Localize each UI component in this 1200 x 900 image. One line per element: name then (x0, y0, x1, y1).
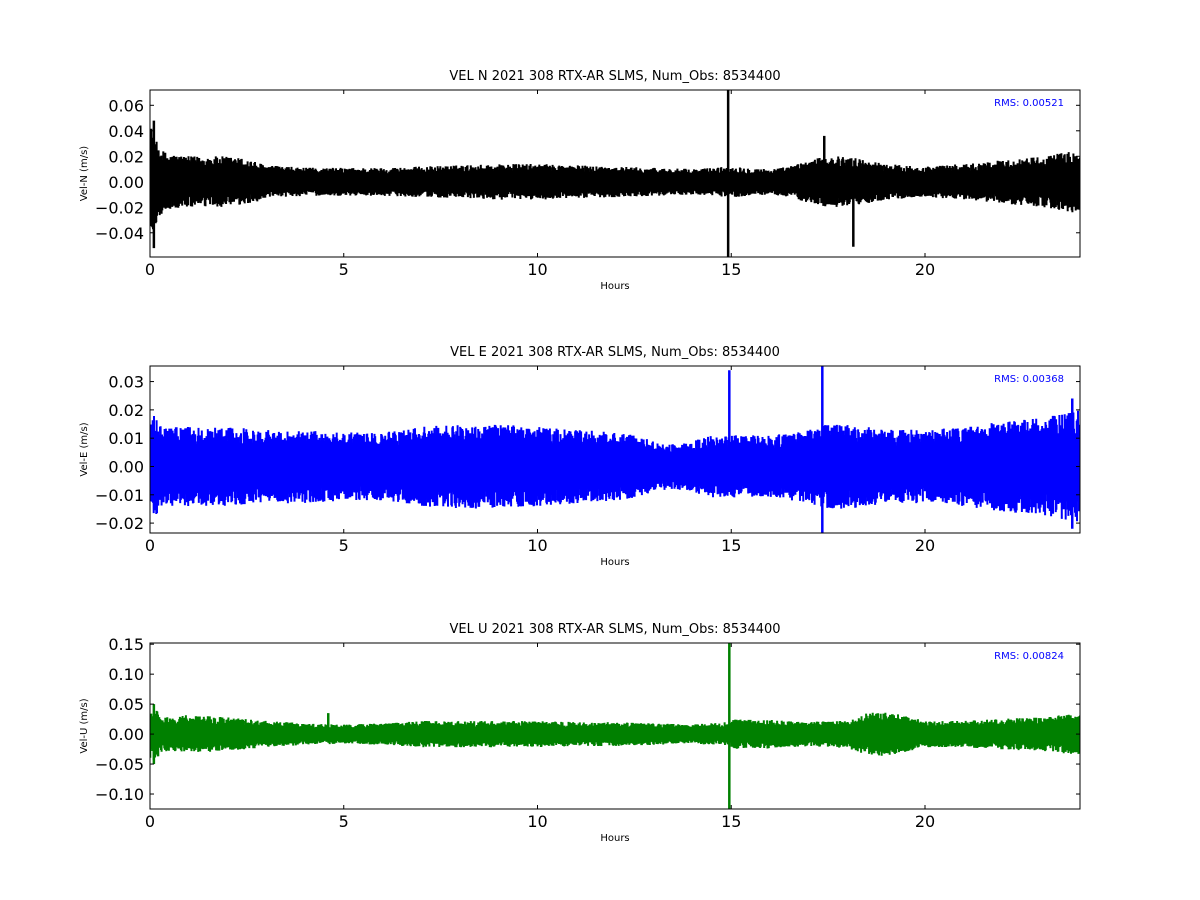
x-tick-label: 10 (527, 536, 547, 555)
y-tick-label: 0.00 (108, 173, 144, 192)
axes-frame (149, 365, 1081, 534)
data-series (150, 90, 1080, 257)
y-tick-label: 0.15 (108, 635, 144, 654)
y-tick-label: 0.03 (108, 373, 144, 392)
x-tick-label: 10 (527, 260, 547, 279)
x-tick-label: 15 (721, 812, 741, 831)
y-tick-label: 0.05 (108, 695, 144, 714)
y-tick-label: 0.10 (108, 665, 144, 684)
x-tick-label: 15 (721, 536, 741, 555)
panel-title: VEL N 2021 308 RTX-AR SLMS, Num_Obs: 853… (449, 69, 780, 84)
y-tick-label: −0.10 (95, 785, 144, 804)
y-tick-label: −0.02 (95, 514, 144, 533)
axes-frame (149, 642, 1081, 810)
x-tick-label: 5 (339, 260, 349, 279)
panel-2: VEL E 2021 308 RTX-AR SLMS, Num_Obs: 853… (79, 345, 1081, 568)
y-tick-label: −0.01 (95, 486, 144, 505)
y-tick-label: −0.02 (95, 198, 144, 217)
rms-annotation: RMS: 0.00368 (994, 374, 1064, 385)
x-tick-label: 5 (339, 536, 349, 555)
x-tick-label: 20 (915, 260, 935, 279)
y-axis-label: Vel-U (m/s) (79, 698, 90, 753)
x-axis-label: Hours (600, 281, 629, 292)
x-axis-label: Hours (600, 833, 629, 844)
x-tick-label: 20 (915, 536, 935, 555)
x-tick-label: 15 (721, 260, 741, 279)
y-tick-label: 0.02 (108, 401, 144, 420)
x-tick-label: 0 (145, 812, 155, 831)
x-axis-label: Hours (600, 557, 629, 568)
panel-3: VEL U 2021 308 RTX-AR SLMS, Num_Obs: 853… (79, 622, 1081, 844)
y-tick-label: 0.04 (108, 122, 144, 141)
x-tick-label: 10 (527, 812, 547, 831)
y-tick-label: 0.02 (108, 147, 144, 166)
x-tick-label: 0 (145, 536, 155, 555)
x-tick-label: 5 (339, 812, 349, 831)
axes-frame (149, 89, 1081, 258)
y-axis-label: Vel-E (m/s) (79, 422, 90, 476)
panel-1: VEL N 2021 308 RTX-AR SLMS, Num_Obs: 853… (79, 69, 1081, 292)
y-tick-label: 0.01 (108, 429, 144, 448)
panel-title: VEL E 2021 308 RTX-AR SLMS, Num_Obs: 853… (450, 345, 780, 360)
trace-core (150, 156, 1080, 208)
y-axis-label: Vel-N (m/s) (79, 146, 90, 201)
x-tick-label: 0 (145, 260, 155, 279)
rms-annotation: RMS: 0.00521 (994, 98, 1064, 109)
y-tick-label: −0.05 (95, 755, 144, 774)
trace-core (150, 720, 1080, 748)
data-series (150, 366, 1080, 533)
trace-core (150, 438, 1080, 495)
rms-annotation: RMS: 0.00824 (994, 651, 1064, 662)
y-tick-label: 0.00 (108, 457, 144, 476)
y-tick-label: 0.06 (108, 96, 144, 115)
y-tick-label: 0.00 (108, 725, 144, 744)
x-tick-label: 20 (915, 812, 935, 831)
panel-title: VEL U 2021 308 RTX-AR SLMS, Num_Obs: 853… (449, 622, 780, 637)
y-tick-label: −0.04 (95, 224, 144, 243)
